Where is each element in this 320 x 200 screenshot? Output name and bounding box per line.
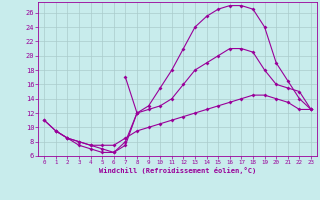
X-axis label: Windchill (Refroidissement éolien,°C): Windchill (Refroidissement éolien,°C) (99, 167, 256, 174)
